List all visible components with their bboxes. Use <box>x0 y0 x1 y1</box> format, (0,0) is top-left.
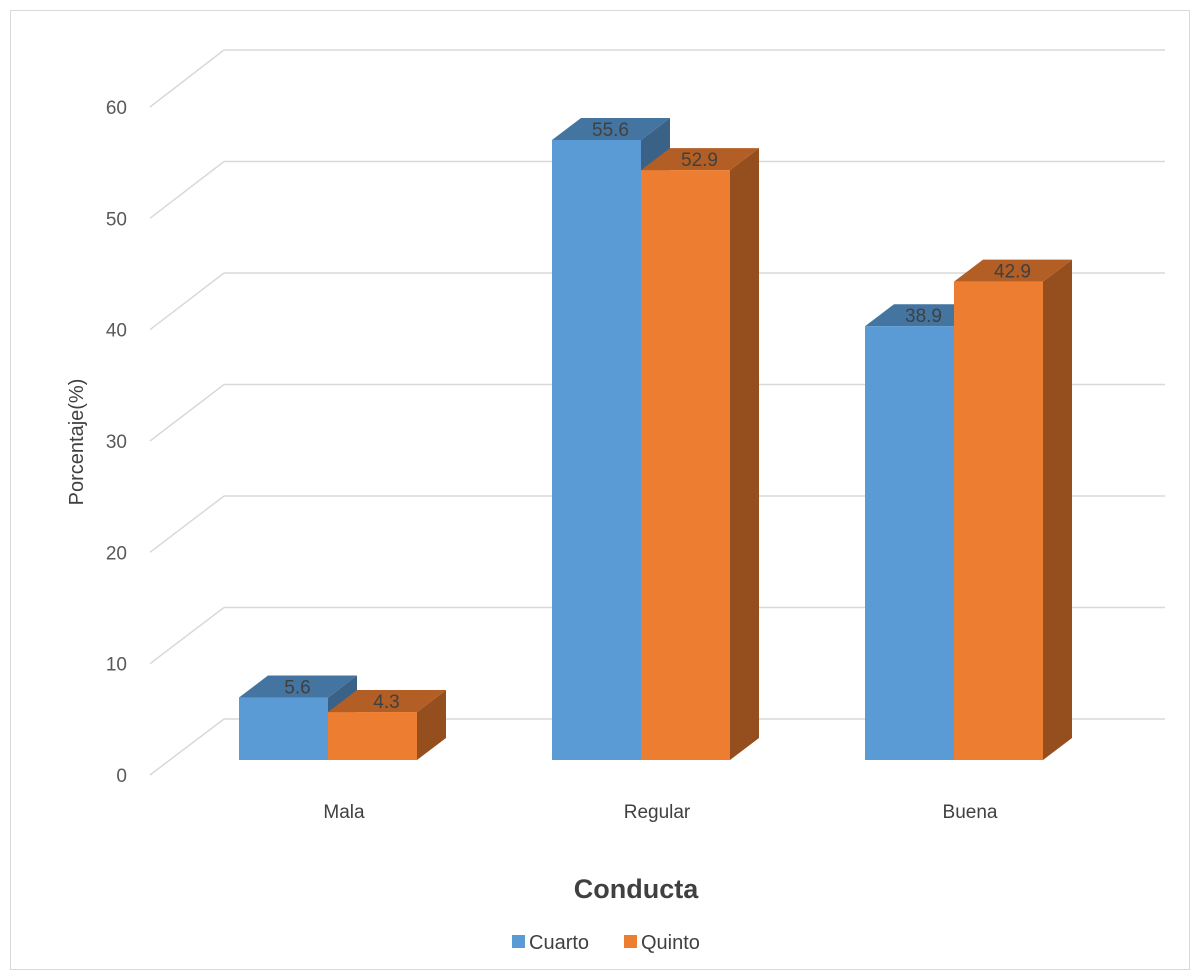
y-tick-label: 30 <box>106 432 127 453</box>
x-category-label: Regular <box>624 802 691 823</box>
data-label: 52.9 <box>681 150 718 171</box>
bar-top-face <box>552 118 670 140</box>
bar-front-face <box>865 326 954 760</box>
y-tick-label: 0 <box>116 766 127 787</box>
x-axis-title: Conducta <box>574 874 699 904</box>
legend: Cuarto Quinto <box>512 932 700 954</box>
data-label: 55.6 <box>592 120 629 141</box>
gridline-side <box>149 160 225 219</box>
legend-label: Quinto <box>641 932 700 954</box>
bar-quinto-regular: 52.9 <box>641 148 759 760</box>
bar-side-face <box>417 690 446 760</box>
gridline-side <box>149 606 225 665</box>
bar-top-face <box>641 148 759 171</box>
bar-side-face <box>730 148 759 760</box>
y-axis-label: Porcentaje(%) <box>66 379 88 506</box>
gridline-side <box>149 272 225 331</box>
x-category-label: Buena <box>943 802 998 823</box>
legend-swatch <box>512 935 525 948</box>
bar-top-face <box>954 259 1072 282</box>
data-label: 38.9 <box>905 306 942 327</box>
y-tick-label: 50 <box>106 209 127 230</box>
y-tick-label: 40 <box>106 321 127 342</box>
legend-swatch <box>624 935 637 948</box>
data-label: 42.9 <box>994 262 1031 283</box>
bar-front-face <box>641 170 730 760</box>
bar-top-face <box>865 304 983 327</box>
bar-top-face <box>239 675 357 698</box>
y-tick-label: 10 <box>106 655 127 676</box>
bars: 5.6 4.3 55.6 52.9 38.9 42.9 <box>239 118 1072 760</box>
gridline-side <box>149 718 225 776</box>
gridline-side <box>149 495 225 553</box>
bar-front-face <box>552 140 641 760</box>
gridline-side <box>149 383 225 442</box>
y-tick-label: 20 <box>106 543 127 564</box>
data-label: 5.6 <box>284 678 310 699</box>
bar-front-face <box>239 697 328 760</box>
x-axis-categories: Mala Regular Buena <box>323 802 997 823</box>
bar-side-face <box>1043 259 1072 760</box>
bar-cuarto-mala: 5.6 <box>239 675 357 760</box>
legend-label: Cuarto <box>529 932 589 954</box>
bar-quinto-buena: 42.9 <box>954 259 1072 760</box>
gridline-side <box>149 49 225 108</box>
y-axis-ticks: 0 10 20 30 40 50 60 <box>106 98 127 787</box>
legend-item-quinto: Quinto <box>624 932 700 954</box>
x-category-label: Mala <box>323 802 365 823</box>
bar-front-face <box>328 712 417 760</box>
bar-front-face <box>954 281 1043 760</box>
data-label: 4.3 <box>373 692 399 713</box>
bar-quinto-mala: 4.3 <box>328 690 446 760</box>
y-tick-label: 60 <box>106 98 127 119</box>
bar-top-face <box>328 690 446 713</box>
legend-item-cuarto: Cuarto <box>512 932 589 954</box>
